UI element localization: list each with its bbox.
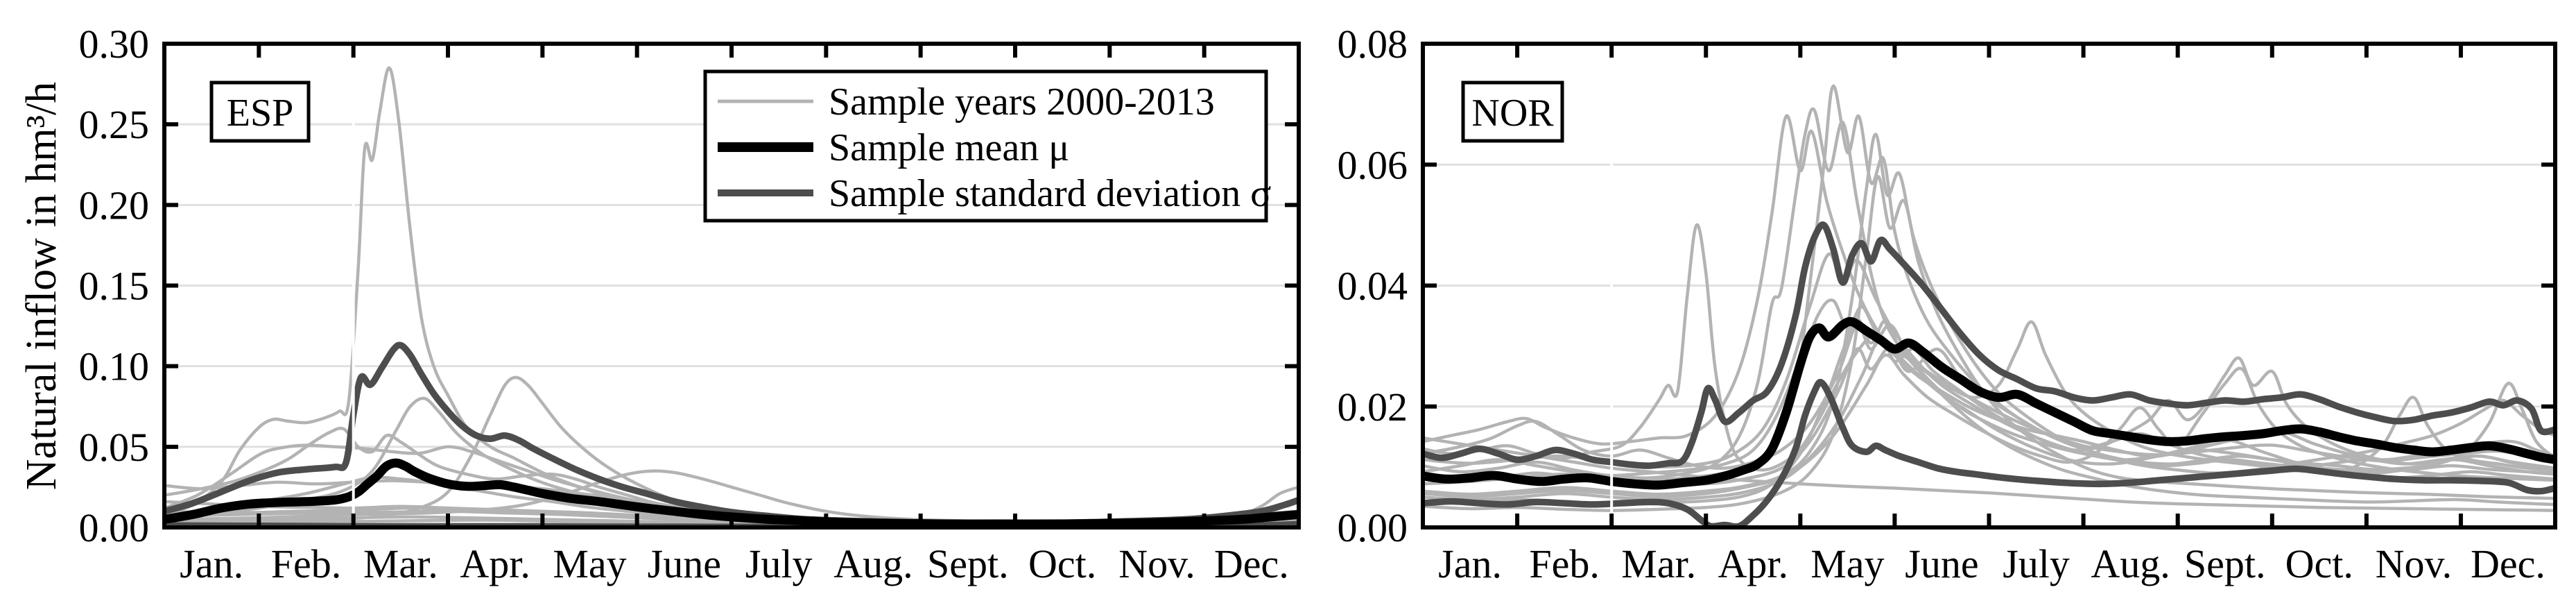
panel-label: ESP [227, 92, 294, 135]
sample-year-line [1423, 436, 2555, 512]
month-label: Aug. [833, 541, 913, 586]
y-tick-label: 0.15 [79, 264, 150, 309]
leap-gap [352, 46, 355, 525]
month-label: Mar. [1621, 541, 1696, 586]
month-label: Apr. [1718, 541, 1789, 586]
sample-year-line [164, 396, 1299, 526]
month-label: Nov. [1118, 541, 1195, 586]
month-label: Dec. [1214, 541, 1289, 586]
month-label: Apr. [460, 541, 530, 586]
panel-label: NOR [1471, 92, 1554, 135]
month-label: Dec. [2471, 541, 2545, 586]
leap-gap [1610, 46, 1614, 525]
y-tick-label: 0.00 [1338, 505, 1408, 550]
month-label: Oct. [2285, 541, 2353, 586]
y-tick-label: 0.00 [79, 505, 150, 550]
y-tick-label: 0.10 [79, 344, 150, 389]
panel-label-box [209, 81, 311, 143]
nor-panel: 0.00 0.02 0.04 0.06 0.08 Jan. Feb. Mar. Apr. May J… [1338, 22, 2557, 586]
esp-panel: 0.00 0.05 0.10 0.15 0.20 0.25 0.30 Jan. Feb. Mar.… [18, 22, 1301, 586]
month-label: Aug. [2091, 541, 2170, 586]
sample-year-line [1423, 252, 2555, 475]
sample-mean-line [164, 458, 1299, 527]
y-tick-label: 0.30 [79, 22, 150, 67]
month-label: Jan. [1438, 541, 1502, 586]
y-tick-label: 0.02 [1338, 384, 1408, 430]
panel-label-box [1461, 81, 1564, 143]
month-label: July [745, 541, 813, 586]
month-label: June [648, 541, 721, 586]
y-tick-label: 0.04 [1338, 264, 1408, 309]
std-dev-lower-line [1423, 379, 2555, 527]
month-label: Sept. [2184, 541, 2266, 586]
month-label: Mar. [363, 541, 438, 586]
y-tick-label: 0.25 [79, 102, 150, 147]
std-dev-upper-line [1423, 221, 2555, 469]
sample-year-line [1423, 175, 2555, 512]
y-tick-label: 0.06 [1338, 142, 1408, 187]
month-label: Feb. [1529, 541, 1600, 586]
month-label: May [553, 541, 626, 586]
month-label: July [2003, 541, 2070, 586]
month-label: June [1905, 541, 1978, 586]
y-tick-label: 0.20 [79, 183, 150, 228]
y-tick-label: 0.08 [1338, 22, 1408, 67]
month-label: Feb. [271, 541, 342, 586]
legend-label: Sample years 2000-2013 [829, 81, 1215, 124]
sample-year-line [1423, 114, 2555, 461]
y-axis-title: Natural inflow in hm³/h [18, 82, 65, 491]
sample-year-line [1423, 353, 2555, 498]
y-tick-label: 0.05 [79, 425, 150, 470]
sample-mean-line [1423, 316, 2555, 490]
month-label: Nov. [2376, 541, 2453, 586]
legend-label: Sample mean μ [829, 126, 1069, 169]
month-label: Sept. [927, 541, 1009, 586]
month-label: May [1810, 541, 1884, 586]
month-label: Jan. [180, 541, 243, 586]
month-label: Oct. [1028, 541, 1096, 586]
sample-year-line [1423, 223, 2555, 476]
legend-label: Sample standard deviation σ [829, 172, 1271, 215]
